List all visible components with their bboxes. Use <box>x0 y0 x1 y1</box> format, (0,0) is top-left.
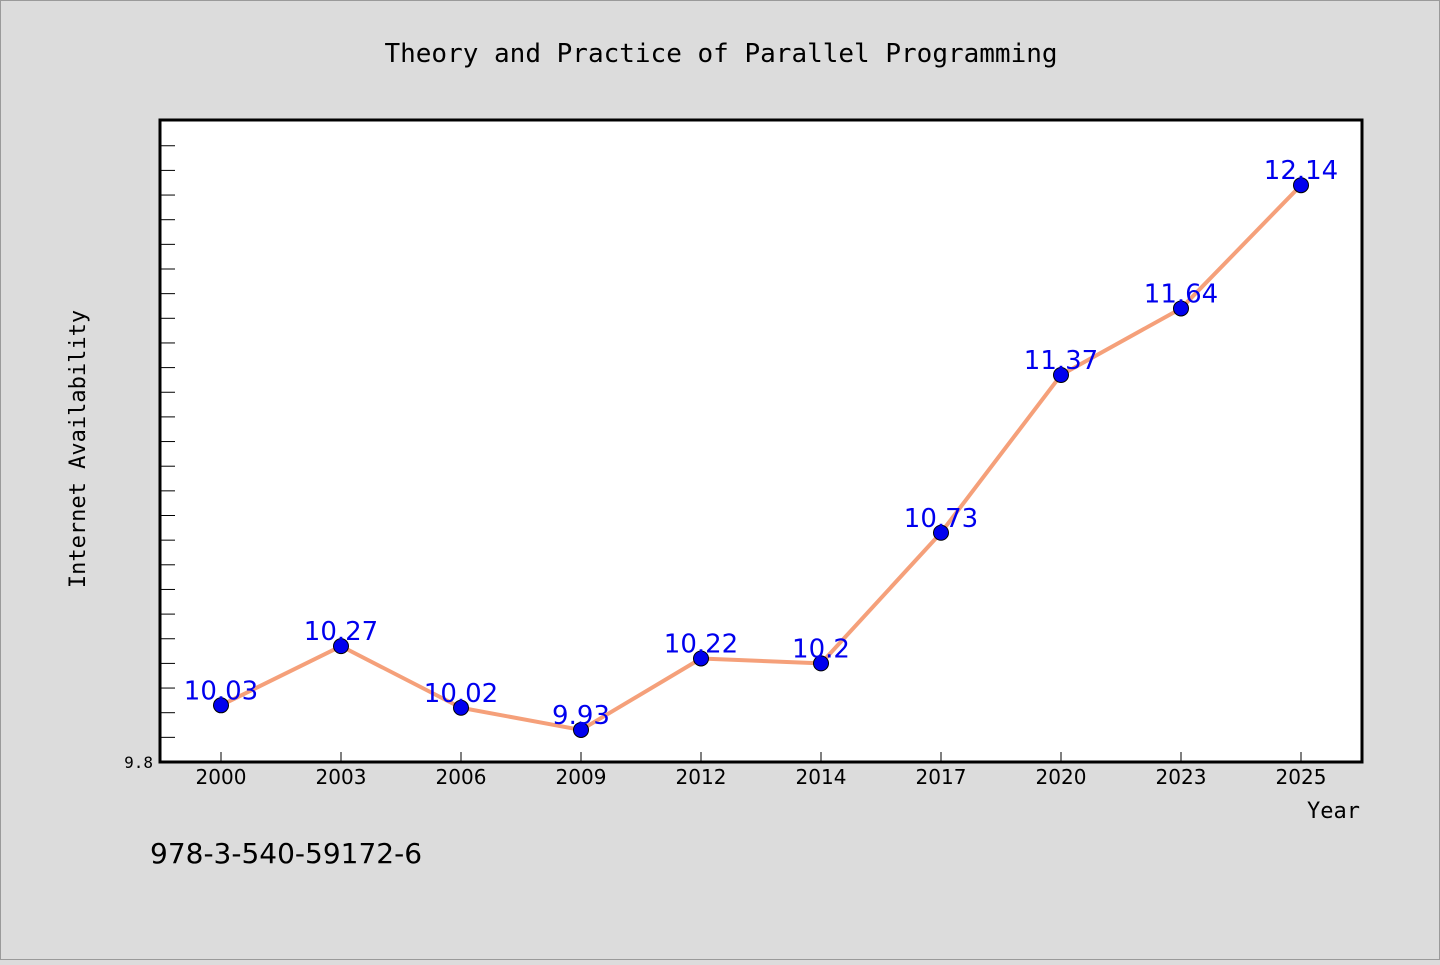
data-label: 11.64 <box>1144 279 1218 309</box>
x-axis-tick-labels: 2000 2003 2006 2009 2012 2014 2017 2020 2023 2025 <box>196 765 1327 789</box>
x-tick-label: 2014 <box>796 765 847 789</box>
x-tick-label: 2009 <box>556 765 607 789</box>
data-label: 10.27 <box>304 617 378 647</box>
series-line <box>220 183 1303 732</box>
data-label: 11.37 <box>1024 346 1098 376</box>
x-tick-label: 2025 <box>1276 765 1327 789</box>
data-point-marker <box>933 524 949 541</box>
data-point-marker <box>693 650 709 667</box>
y-tick-label: 9.8 <box>124 753 153 772</box>
x-tick-label: 2000 <box>196 765 247 789</box>
data-label: 10.02 <box>424 679 498 709</box>
x-tick-label: 2023 <box>1156 765 1207 789</box>
data-point-marker <box>453 699 469 716</box>
data-label: 10.03 <box>184 676 258 706</box>
x-axis-ticks <box>220 752 1302 762</box>
data-point-marker <box>213 697 229 714</box>
chart-title: Theory and Practice of Parallel Programm… <box>384 39 1057 69</box>
data-label: 12.14 <box>1264 156 1338 186</box>
data-label: 10.73 <box>904 504 978 534</box>
data-label: 10.22 <box>664 629 738 659</box>
data-point-marker <box>813 655 829 672</box>
data-label: 10.2 <box>792 634 850 664</box>
data-point-marker <box>333 638 349 655</box>
plot-area <box>158 118 1364 764</box>
x-tick-label: 2003 <box>316 765 367 789</box>
y-axis-label: Internet Availability <box>66 310 91 588</box>
x-tick-label: 2017 <box>916 765 967 789</box>
y-axis-ticks <box>160 145 175 738</box>
data-label: 9.93 <box>552 701 610 731</box>
data-point-marker <box>1293 177 1309 194</box>
x-tick-label: 2006 <box>436 765 487 789</box>
x-tick-label: 2012 <box>676 765 727 789</box>
x-tick-label: 2020 <box>1036 765 1087 789</box>
data-point-marker <box>1053 366 1069 383</box>
x-axis-label: Year <box>1307 799 1360 824</box>
isbn-footer: 978-3-540-59172-6 <box>150 837 422 870</box>
data-point-marker <box>1173 300 1189 317</box>
series-layer: 10.03 10.27 10.02 9.93 10.22 10.2 10.73 11.37 11… <box>184 156 1338 738</box>
data-point-marker <box>573 721 589 738</box>
